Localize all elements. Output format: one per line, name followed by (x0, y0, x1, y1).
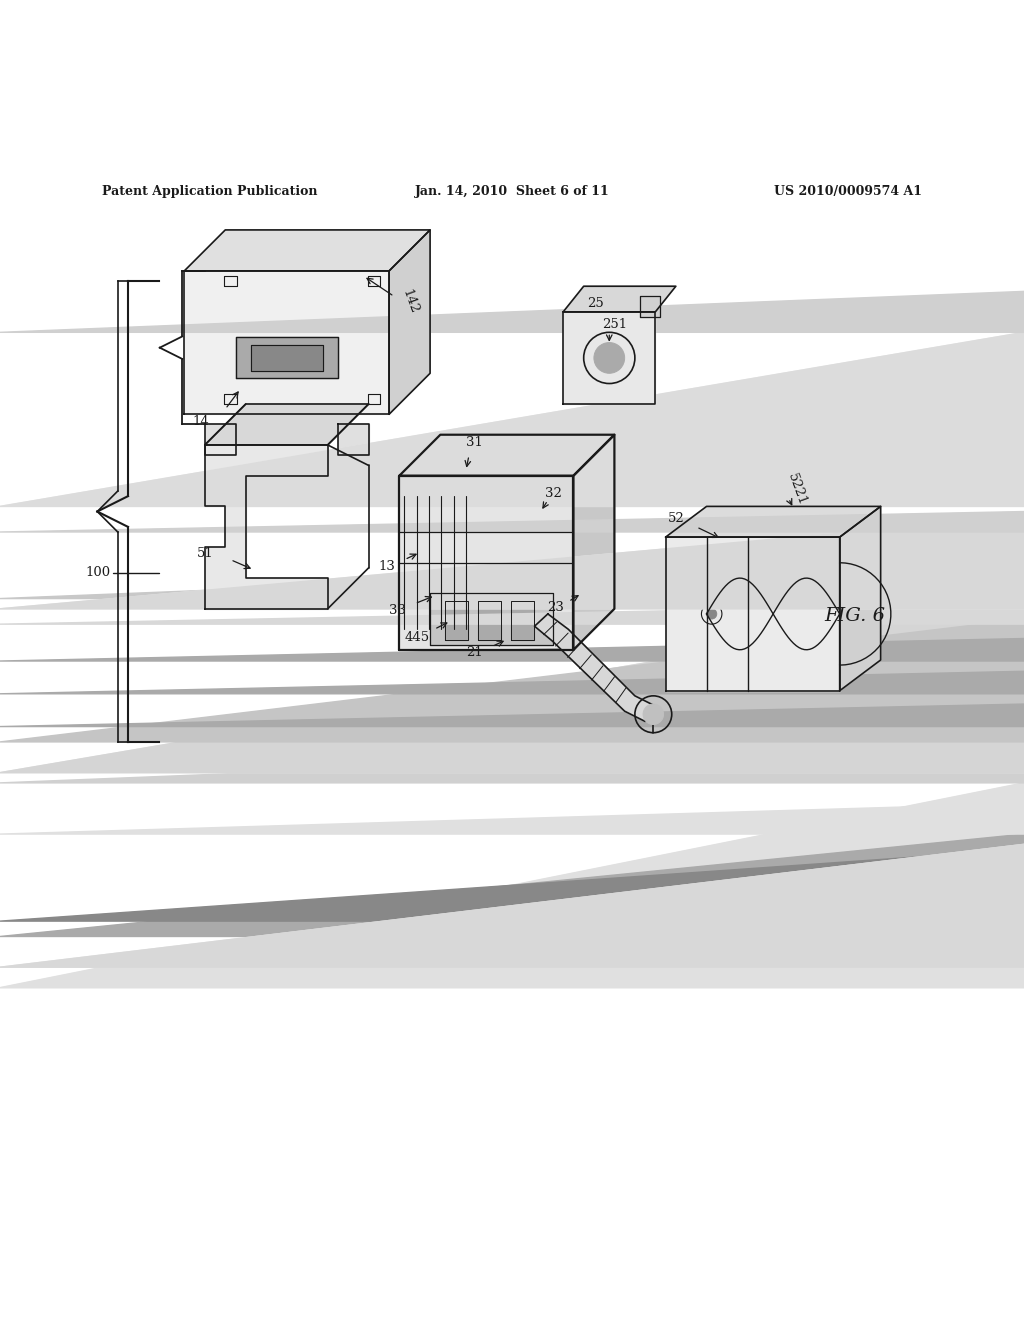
Polygon shape (0, 557, 1024, 772)
Text: 142: 142 (399, 288, 420, 315)
Polygon shape (0, 516, 1024, 638)
Circle shape (643, 704, 664, 725)
Text: Jan. 14, 2010  Sheet 6 of 11: Jan. 14, 2010 Sheet 6 of 11 (415, 185, 609, 198)
Text: 31: 31 (466, 437, 482, 449)
Polygon shape (573, 434, 614, 649)
Text: 23: 23 (548, 602, 564, 614)
Polygon shape (0, 804, 1024, 834)
Polygon shape (0, 742, 1024, 987)
Polygon shape (0, 619, 1024, 742)
Polygon shape (0, 783, 1024, 987)
Polygon shape (535, 614, 655, 722)
Text: 33: 33 (389, 605, 406, 618)
Polygon shape (0, 292, 1024, 333)
Circle shape (707, 609, 717, 619)
Text: Patent Application Publication: Patent Application Publication (102, 185, 317, 198)
Polygon shape (399, 475, 573, 649)
Polygon shape (0, 557, 1024, 598)
Polygon shape (399, 434, 614, 475)
Polygon shape (0, 850, 1024, 921)
Polygon shape (184, 271, 389, 414)
Polygon shape (236, 338, 338, 379)
Polygon shape (205, 445, 328, 609)
Polygon shape (0, 496, 1024, 609)
Polygon shape (0, 639, 1024, 661)
Polygon shape (563, 286, 676, 312)
Polygon shape (0, 598, 1024, 772)
Polygon shape (338, 425, 369, 455)
Polygon shape (445, 601, 468, 639)
Text: 25: 25 (588, 297, 604, 310)
Polygon shape (430, 594, 553, 644)
Polygon shape (0, 333, 1024, 507)
Text: US 2010/0009574 A1: US 2010/0009574 A1 (773, 185, 922, 198)
Text: 32: 32 (545, 487, 561, 499)
Polygon shape (0, 742, 1024, 783)
Polygon shape (511, 601, 534, 639)
Polygon shape (205, 404, 369, 445)
Polygon shape (563, 312, 655, 404)
Polygon shape (0, 804, 1024, 968)
Text: 14: 14 (193, 414, 209, 428)
Polygon shape (640, 297, 660, 317)
Polygon shape (666, 537, 840, 690)
Text: FIG. 6: FIG. 6 (824, 607, 886, 624)
Circle shape (594, 343, 625, 374)
Text: 21: 21 (466, 647, 482, 659)
Text: 445: 445 (404, 631, 429, 644)
Polygon shape (205, 425, 236, 455)
Text: 52: 52 (668, 512, 684, 525)
Text: 51: 51 (197, 546, 213, 560)
Text: 251: 251 (602, 318, 627, 330)
Polygon shape (0, 936, 1024, 968)
Polygon shape (0, 512, 1024, 532)
Polygon shape (0, 516, 1024, 609)
Polygon shape (666, 507, 881, 537)
Polygon shape (251, 345, 323, 371)
Polygon shape (0, 704, 1024, 726)
Polygon shape (478, 601, 501, 639)
Polygon shape (0, 834, 1024, 936)
Text: 100: 100 (86, 566, 111, 579)
Polygon shape (389, 230, 430, 414)
Text: 5221: 5221 (784, 473, 809, 508)
Polygon shape (0, 292, 1024, 507)
Polygon shape (840, 507, 881, 690)
Text: 13: 13 (379, 560, 395, 573)
Polygon shape (0, 672, 1024, 694)
Polygon shape (0, 845, 1024, 968)
Polygon shape (184, 230, 430, 271)
